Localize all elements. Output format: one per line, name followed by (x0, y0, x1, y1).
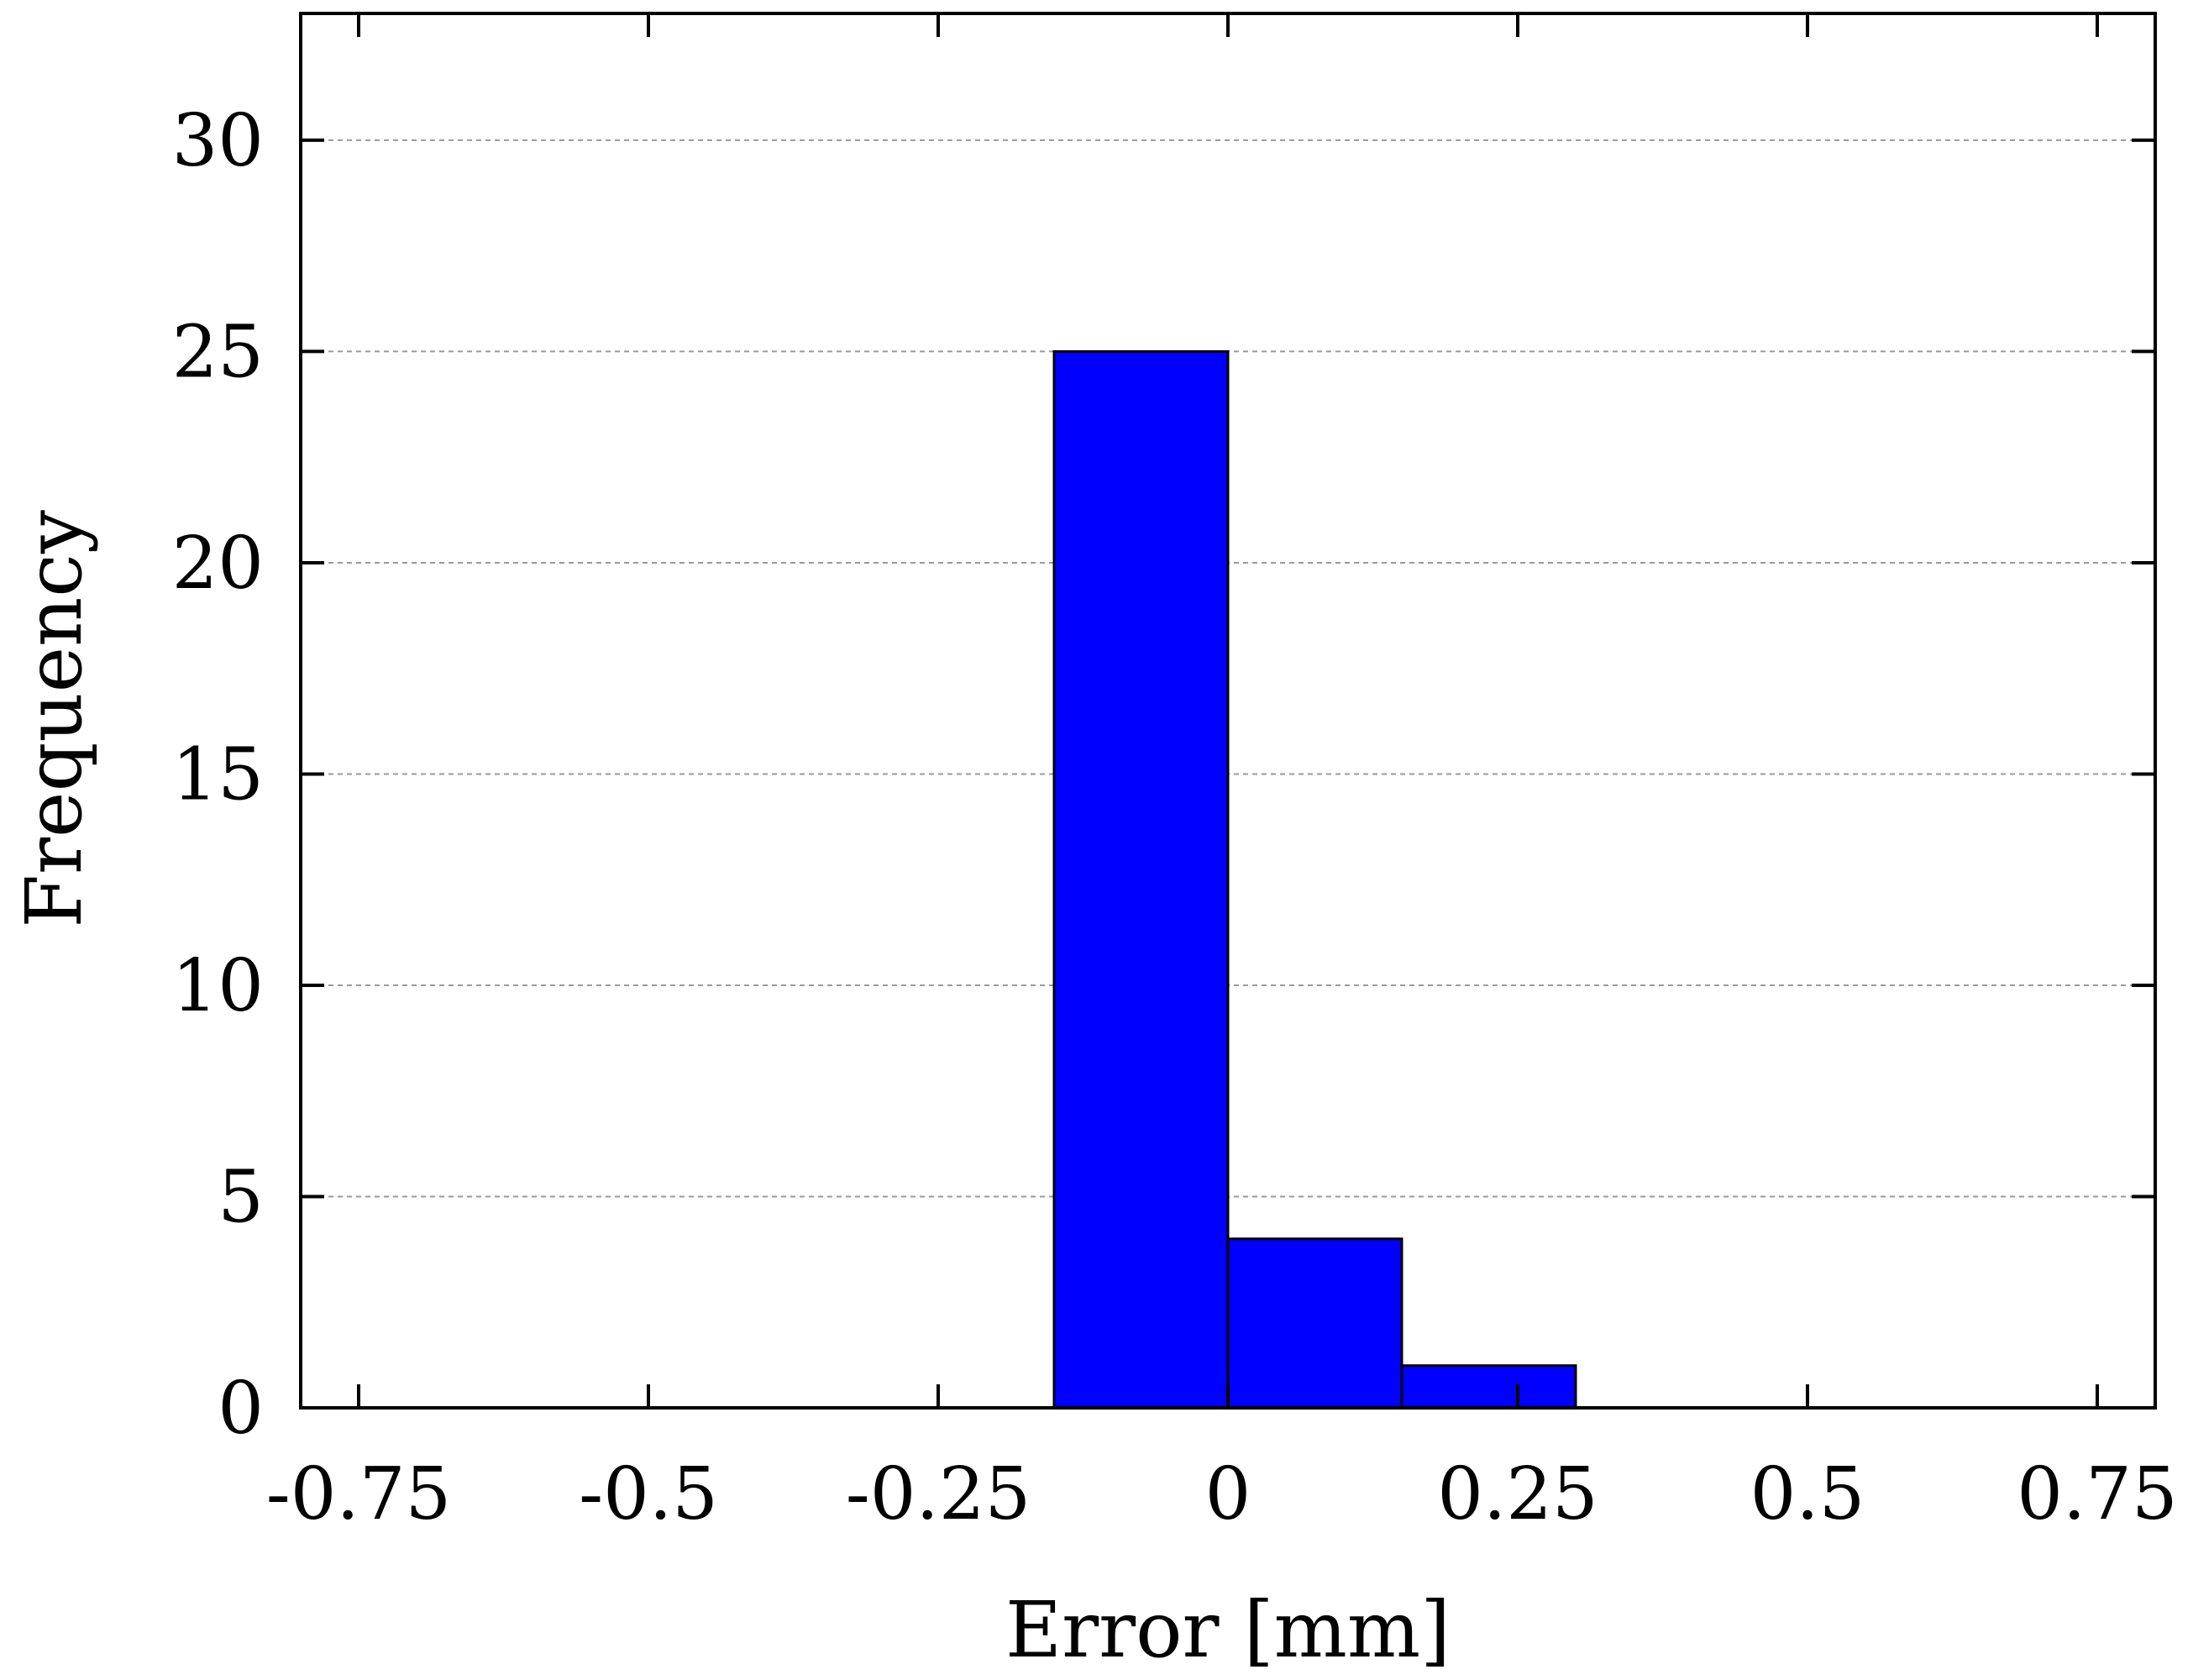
x-tick-label: -0.5 (579, 1452, 718, 1536)
y-tick-label: 15 (172, 732, 264, 816)
y-tick-label: 25 (172, 310, 264, 394)
x-tick-label: 0.5 (1750, 1452, 1865, 1536)
x-tick-label: -0.25 (846, 1452, 1031, 1536)
bars-layer (1052, 349, 1577, 1410)
histogram-bar (1226, 1237, 1403, 1410)
plot-frame (299, 12, 2157, 1410)
x-tick-label: -0.75 (266, 1452, 452, 1536)
x-tick-label: 0.25 (1437, 1452, 1598, 1536)
ticks-layer (301, 13, 2155, 1410)
x-tick-label: 0 (1205, 1452, 1251, 1536)
x-tick-label: 0.75 (2017, 1452, 2177, 1536)
y-tick-label: 10 (172, 944, 264, 1028)
y-tick-label: 20 (172, 522, 264, 606)
y-tick-label: 30 (172, 99, 264, 183)
y-tick-label: 0 (218, 1367, 264, 1451)
x-axis-label: Error [mm] (1005, 1585, 1451, 1675)
x-tick-labels: -0.75 -0.5 -0.25 0 0.25 0.5 0.75 (266, 1452, 2178, 1536)
histogram-bar (1052, 349, 1230, 1410)
histogram-bar (1400, 1364, 1577, 1410)
y-tick-labels: 0 5 10 15 20 25 30 (172, 99, 264, 1451)
y-tick-label: 5 (218, 1155, 264, 1239)
y-axis-label: Frequency (9, 510, 99, 928)
